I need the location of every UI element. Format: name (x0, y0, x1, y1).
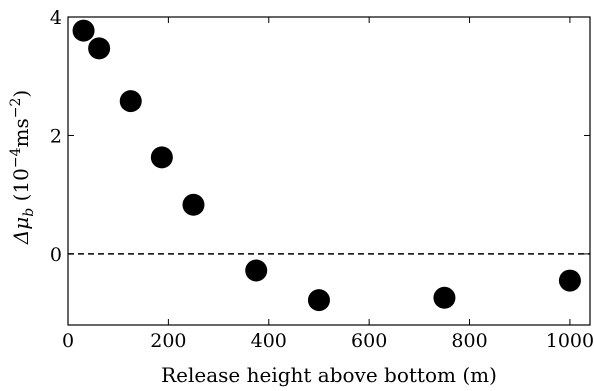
data-point (119, 90, 142, 113)
y-label-close: ) (9, 90, 33, 98)
y-label-exp2: −2 (8, 98, 24, 119)
y-tick-label: 4 (50, 7, 62, 29)
data-point (433, 286, 456, 309)
y-label-prefix: Δμ (9, 217, 33, 245)
data-point (245, 259, 268, 282)
x-tick-label: 800 (451, 330, 487, 352)
data-point (88, 37, 111, 60)
data-point (307, 289, 330, 312)
y-label-exp1: −4 (8, 147, 24, 168)
data-points (72, 19, 581, 312)
x-axis-label: Release height above bottom (m) (161, 363, 497, 387)
x-tick-label: 1000 (546, 330, 594, 352)
data-point (558, 269, 581, 292)
x-tick-label: 400 (251, 330, 287, 352)
x-tick-label: 600 (351, 330, 387, 352)
y-tick-label: 2 (50, 125, 62, 147)
data-point (182, 193, 205, 216)
y-axis-label: Δμb (10−4ms−2) (8, 90, 37, 245)
y-tick-label: 0 (50, 244, 62, 266)
data-point (72, 19, 95, 42)
x-tick-label: 200 (150, 330, 186, 352)
axis-ticks: 0 200 400 600 800 1000 0 2 4 (50, 7, 594, 352)
y-label-subscript: b (21, 208, 37, 217)
y-label-open: (10 (9, 168, 33, 208)
data-point (150, 146, 173, 169)
plot-frame (67, 16, 591, 326)
y-label-mid: ms (9, 118, 33, 147)
x-tick-label: 0 (62, 330, 74, 352)
